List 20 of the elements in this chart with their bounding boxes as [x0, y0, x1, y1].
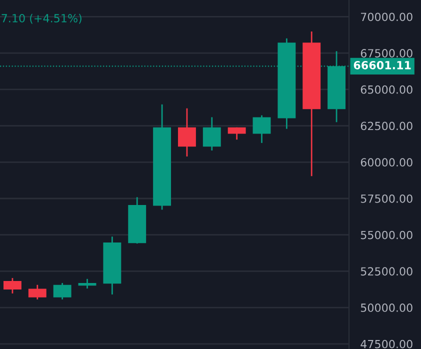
- candlestick: [228, 126, 246, 140]
- ref-line-label: 66601.11: [354, 60, 411, 70]
- y-tick-label: 62500.00: [360, 122, 412, 130]
- y-tick-label: 67500.00: [360, 49, 412, 58]
- candlestick: [252, 114, 271, 144]
- y-tick-label: 57500.00: [360, 194, 412, 203]
- y-tick-label: 55000.00: [360, 230, 412, 240]
- candlestick: [53, 282, 72, 300]
- y-tick-label: 65000.00: [360, 85, 412, 94]
- candlestick: [202, 116, 221, 152]
- y-tick-label: 47500.00: [360, 340, 412, 348]
- y-tick-label: 60000.00: [360, 158, 412, 167]
- candlestick: [28, 284, 46, 300]
- y-tick-label: 70000.00: [361, 12, 412, 22]
- candlestick: [78, 278, 96, 290]
- y-tick-label: 50000.00: [360, 304, 412, 312]
- annotation: 7.10 (+4.51%): [2, 14, 82, 24]
- y-tick-label: 52500.00: [360, 267, 412, 276]
- candlestick: [3, 277, 22, 294]
- candlestick: [178, 108, 196, 158]
